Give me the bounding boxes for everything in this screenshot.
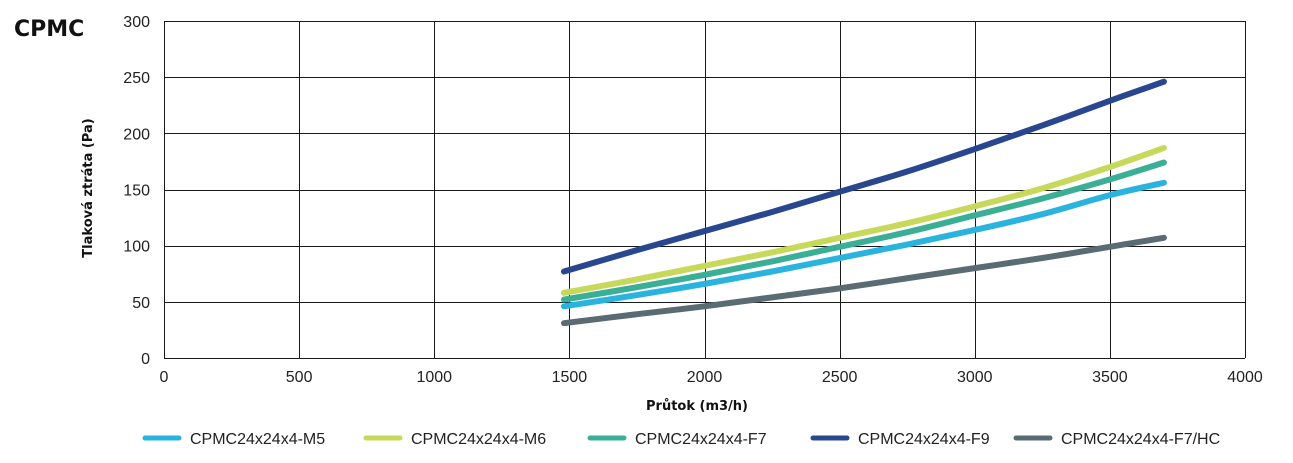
legend: CPMC24x24x4-M5 CPMC24x24x4-M6 CPMC24x24x4-… [142,431,1220,448]
x-tick-label: 2000 [687,369,723,386]
legend-label-0: CPMC24x24x4-M5 [190,431,325,448]
series-line-4 [560,234,1167,327]
series-line-0 [560,179,1167,310]
legend-label-2: CPMC24x24x4-F7 [635,431,767,448]
x-tick-label: 2500 [822,369,858,386]
legend-label-1: CPMC24x24x4-M6 [411,431,546,448]
tick-layer: 0 500 1000 1500 2000 2500 3000 3500 4000 0 50 100 15… [123,14,1263,386]
y-tick-label: 100 [123,239,150,256]
x-tick-label: 3000 [957,369,993,386]
y-tick-label: 250 [123,70,150,87]
x-tick-label: 500 [286,369,313,386]
x-axis-title: Průtok (m3/h) [646,399,748,414]
x-tick-label: 3500 [1092,369,1128,386]
y-tick-label: 300 [123,14,150,31]
y-tick-label: 0 [141,351,150,368]
y-tick-label: 50 [132,295,150,312]
y-tick-label: 150 [123,183,150,200]
x-tick-label: 4000 [1227,369,1263,386]
legend-label-4: CPMC24x24x4-F7/HC [1061,431,1220,448]
series-layer [560,78,1167,327]
series-line-2 [560,159,1167,303]
x-tick-label: 0 [160,369,169,386]
x-tick-label: 1500 [552,369,588,386]
brand-title: CPMC [14,17,84,42]
y-tick-label: 200 [123,126,150,143]
legend-label-3: CPMC24x24x4-F9 [858,431,990,448]
x-tick-label: 1000 [416,369,452,386]
series-line-1 [560,144,1167,296]
series-line-3 [560,78,1167,275]
y-axis-title: Tlaková ztráta (Pa) [81,118,96,257]
